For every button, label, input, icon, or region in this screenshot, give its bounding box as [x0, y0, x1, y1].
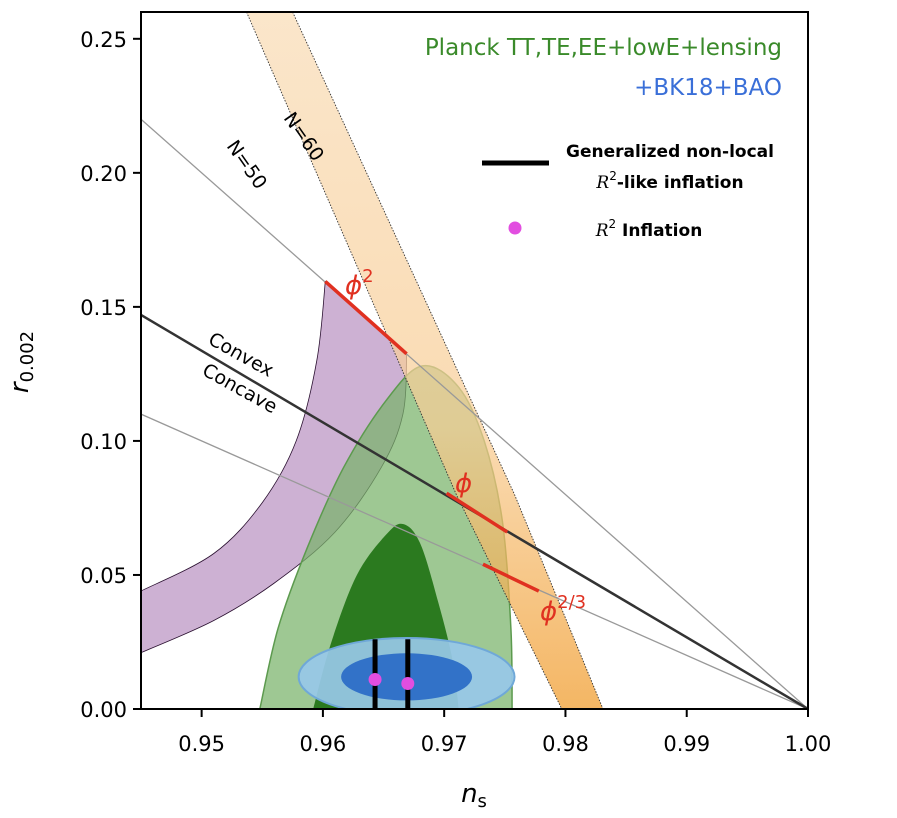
phi-label: ϕ — [455, 469, 472, 499]
phi23-label: ϕ2/3 — [540, 592, 586, 627]
y-axis-title: r0.002 — [5, 331, 38, 393]
n50-label: N=50 — [222, 136, 271, 193]
y-tick-label: 0.20 — [80, 162, 127, 186]
y-axis-ticks: 0.00 0.05 0.10 0.15 0.20 0.25 — [80, 28, 141, 722]
r2-point-2 — [401, 677, 415, 691]
phi2-label: ϕ2 — [345, 266, 374, 301]
y-tick-label: 0.00 — [80, 698, 127, 722]
x-tick-label: 0.96 — [300, 732, 347, 756]
legend-label-nonlocal-line2: R2-like inflation — [595, 169, 743, 193]
y-tick-label: 0.25 — [80, 28, 127, 52]
dataset-label-bk18: +BK18+BAO — [634, 75, 782, 101]
phi2-segment — [324, 280, 408, 356]
r2-point-1 — [368, 673, 382, 687]
x-axis-title: ns — [461, 779, 487, 812]
y-tick-label: 0.05 — [80, 564, 127, 588]
x-tick-label: 0.97 — [421, 732, 468, 756]
x-tick-label: 0.99 — [663, 732, 710, 756]
legend-label-nonlocal-line1: Generalized non-local — [566, 142, 774, 162]
n60-edge-line — [292, 12, 604, 709]
phi-segment — [445, 491, 509, 534]
x-tick-label: 1.00 — [785, 732, 832, 756]
n50-edge-line — [246, 12, 563, 709]
y-tick-label: 0.10 — [80, 430, 127, 454]
x-tick-label: 0.95 — [178, 732, 225, 756]
legend-label-r2: R2 Inflation — [595, 217, 703, 241]
x-axis-ticks: 0.95 0.96 0.97 0.98 0.99 1.00 — [178, 709, 831, 756]
phi23-segment — [482, 562, 540, 593]
dataset-label-planck: Planck TT,TE,EE+lowE+lensing — [425, 35, 782, 61]
plot-frame — [140, 11, 809, 710]
y-tick-label: 0.15 — [80, 296, 127, 320]
x-tick-label: 0.98 — [542, 732, 589, 756]
legend-dot-marker — [508, 221, 522, 235]
legend: Generalized non-local R2-like inflation … — [482, 142, 774, 241]
upper-guide-line — [141, 118, 808, 709]
lower-guide-line — [141, 413, 808, 709]
